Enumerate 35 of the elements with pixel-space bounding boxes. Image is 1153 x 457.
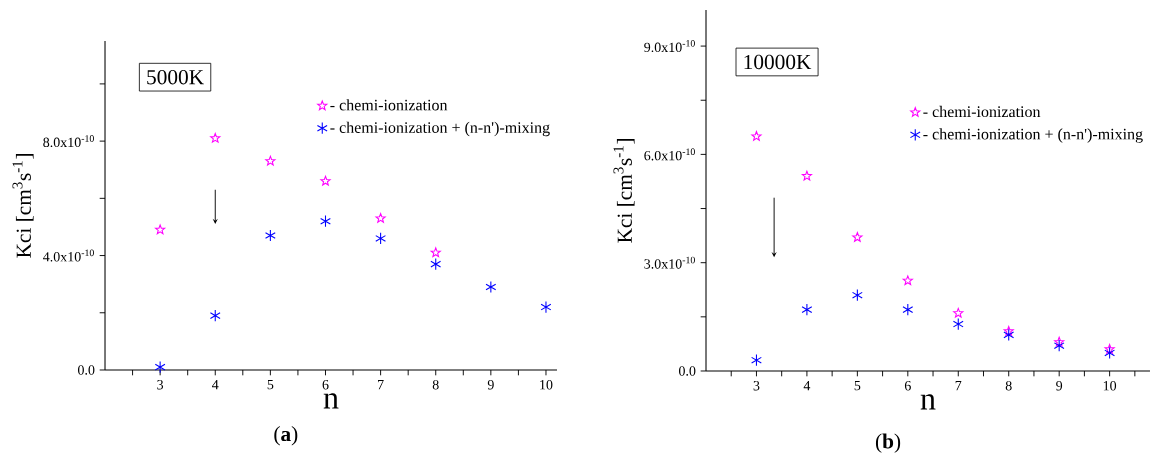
y-tick-label: 9.0x10$^{-10}$	[644, 39, 695, 52]
legend-label: - chemi-ionization + (n-n')-mixing	[923, 128, 1143, 143]
text: (a)	[274, 425, 298, 446]
y-tick-label: 6.0x10$^{-10}$	[644, 148, 695, 161]
y-tick-label: 8.0x10$^{-10}$	[43, 134, 94, 147]
x-tick-label: 10	[1103, 380, 1117, 391]
text: (b)	[875, 433, 901, 453]
x-tick-label: 5	[854, 380, 861, 391]
legend-label: - chemi-ionization + (n-n')-mixing	[330, 121, 550, 137]
y-axis-title: Kci [cm$^{3}$s$^{-1}$]	[613, 138, 635, 243]
x-axis-title: n	[323, 393, 339, 409]
legend-label: - chemi-ionization	[923, 105, 1041, 117]
x-tick-label: 3	[157, 379, 164, 390]
y-axis-title: Kci [cm$^{3}$s$^{-1}$]	[12, 153, 34, 258]
x-tick-label: 9	[487, 379, 494, 390]
x-tick-label: 6	[904, 380, 911, 391]
x-tick-label: 8	[432, 379, 439, 390]
y-tick-label: 0.0	[678, 366, 696, 376]
annotation: 5000K	[147, 69, 204, 85]
x-tick-label: 4	[803, 380, 811, 391]
x-axis-title: n	[920, 394, 936, 410]
x-tick-label: 3	[753, 380, 760, 391]
y-tick-label: 3.0x10$^{-10}$	[644, 256, 695, 269]
annotation: 10000K	[744, 54, 812, 70]
x-tick-label: 9	[1056, 380, 1063, 391]
x-tick-label: 10	[540, 379, 553, 390]
x-tick-label: 6	[322, 379, 329, 390]
y-tick-label: 0.0	[77, 365, 95, 375]
x-tick-label: 5	[267, 379, 274, 390]
x-tick-label: 4	[212, 379, 219, 390]
x-tick-label: 7	[378, 379, 384, 390]
x-tick-label: 7	[955, 380, 962, 391]
legend-label: - chemi-ionization	[330, 99, 448, 111]
x-tick-label: 8	[1005, 380, 1012, 391]
y-tick-label: 4.0x10$^{-10}$	[43, 249, 94, 262]
